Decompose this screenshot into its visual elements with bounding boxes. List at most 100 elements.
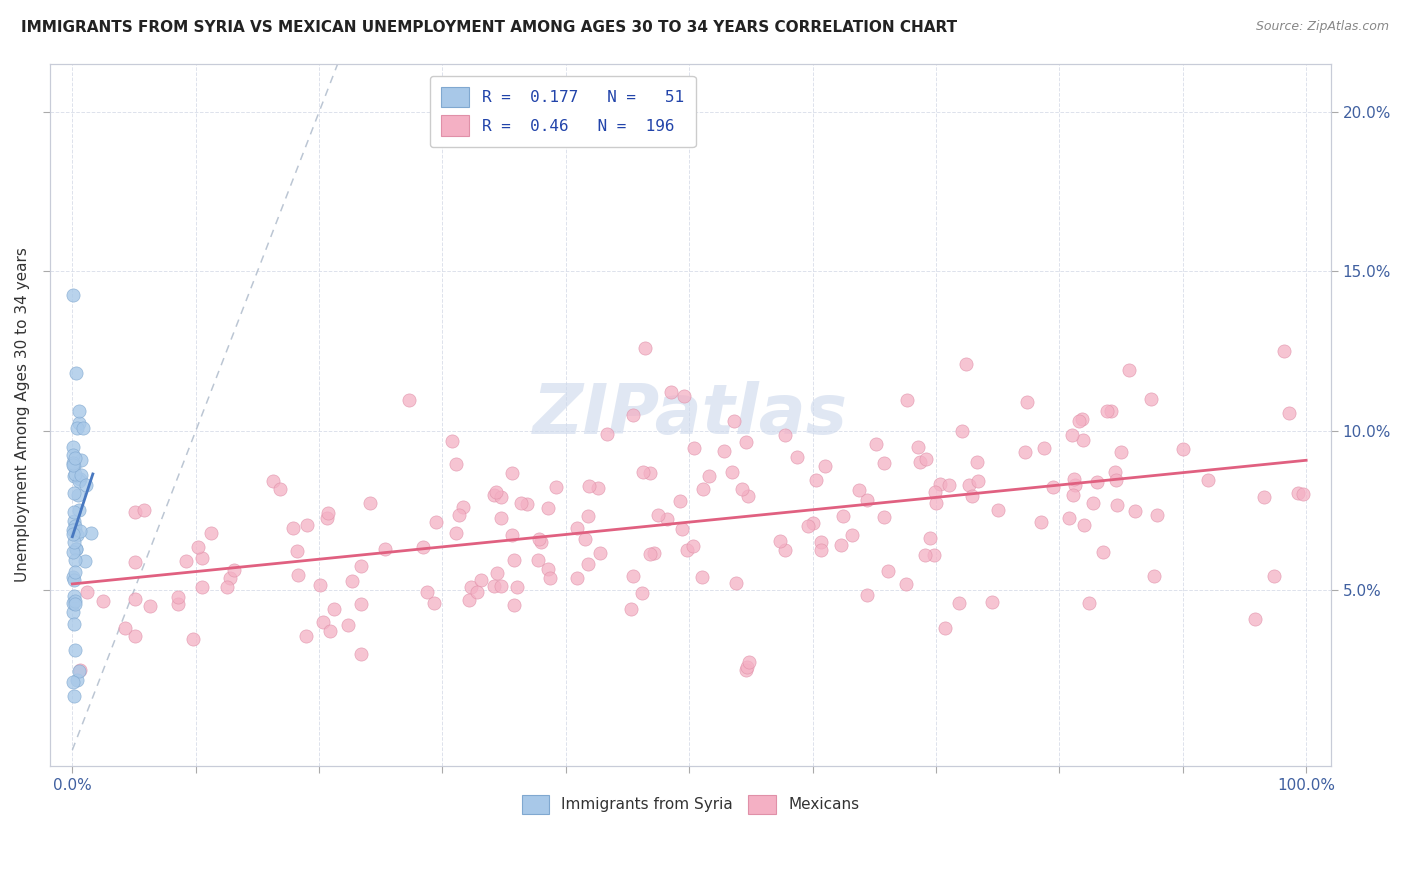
Point <box>76 585 98 599</box>
Point <box>349 559 371 574</box>
Point <box>66 527 89 541</box>
Point <box>721 465 744 479</box>
Point <box>65 597 87 611</box>
Point <box>724 576 747 591</box>
Point <box>669 493 692 508</box>
Point <box>444 525 467 540</box>
Point <box>502 553 524 567</box>
Point <box>337 617 360 632</box>
Point <box>63 594 86 608</box>
Point <box>63 451 86 466</box>
Point <box>359 496 381 510</box>
Point <box>952 425 974 439</box>
Point <box>139 599 162 614</box>
Point <box>62 458 84 472</box>
Point <box>738 655 761 669</box>
Point <box>731 482 754 496</box>
Point <box>814 458 837 473</box>
Point <box>63 519 86 533</box>
Point <box>873 456 896 470</box>
Point <box>124 505 146 519</box>
Point <box>67 404 90 418</box>
Point <box>1143 569 1166 583</box>
Point <box>713 444 735 458</box>
Point <box>735 434 758 449</box>
Point <box>914 548 936 562</box>
Point <box>1071 412 1094 426</box>
Point <box>167 597 190 611</box>
Point <box>1099 404 1122 418</box>
Point <box>697 469 720 483</box>
Point <box>425 515 447 529</box>
Point <box>467 585 489 599</box>
Text: IMMIGRANTS FROM SYRIA VS MEXICAN UNEMPLOYMENT AMONG AGES 30 TO 34 YEARS CORRELAT: IMMIGRANTS FROM SYRIA VS MEXICAN UNEMPLO… <box>21 20 957 35</box>
Point <box>1253 491 1275 505</box>
Point <box>1081 496 1104 510</box>
Point <box>63 505 86 519</box>
Point <box>63 689 86 703</box>
Point <box>643 546 665 560</box>
Legend: Immigrants from Syria, Mexicans: Immigrants from Syria, Mexicans <box>510 784 870 825</box>
Point <box>190 550 212 565</box>
Point <box>967 474 990 488</box>
Point <box>423 596 446 610</box>
Point <box>281 521 304 535</box>
Point <box>72 421 94 435</box>
Point <box>1139 392 1161 406</box>
Point <box>63 617 86 632</box>
Point <box>181 632 204 647</box>
Point <box>529 532 551 546</box>
Point <box>987 503 1010 517</box>
Point <box>682 539 704 553</box>
Point <box>398 392 420 407</box>
Point <box>69 472 91 486</box>
Point <box>596 426 619 441</box>
Point <box>831 509 853 524</box>
Point <box>486 566 509 580</box>
Point <box>589 546 612 560</box>
Point <box>91 593 114 607</box>
Point <box>63 565 86 579</box>
Point <box>1286 486 1309 500</box>
Point <box>416 585 439 599</box>
Point <box>915 452 938 467</box>
Point <box>62 606 84 620</box>
Point <box>938 478 960 492</box>
Point <box>657 512 679 526</box>
Point <box>918 532 941 546</box>
Point <box>501 466 523 480</box>
Point <box>484 579 506 593</box>
Point <box>67 474 90 488</box>
Point <box>1263 568 1285 582</box>
Point <box>62 458 84 473</box>
Point <box>856 588 879 602</box>
Point <box>62 570 84 584</box>
Point <box>350 647 373 661</box>
Point <box>634 341 657 355</box>
Point <box>470 573 492 587</box>
Point <box>191 580 214 594</box>
Point <box>510 496 533 510</box>
Point <box>934 621 956 635</box>
Point <box>458 592 481 607</box>
Point <box>63 574 86 588</box>
Point <box>132 503 155 517</box>
Point <box>67 503 90 517</box>
Point <box>484 488 506 502</box>
Point <box>1014 444 1036 458</box>
Point <box>640 547 662 561</box>
Point <box>567 571 589 585</box>
Point <box>676 542 699 557</box>
Point <box>62 456 84 470</box>
Point <box>124 592 146 607</box>
Point <box>67 416 90 430</box>
Y-axis label: Unemployment Among Ages 30 to 34 years: Unemployment Among Ages 30 to 34 years <box>15 247 30 582</box>
Point <box>682 441 704 455</box>
Point <box>908 455 931 469</box>
Point <box>62 674 84 689</box>
Point <box>262 474 284 488</box>
Point <box>537 501 560 516</box>
Point <box>804 474 827 488</box>
Point <box>1244 612 1267 626</box>
Point <box>65 366 87 380</box>
